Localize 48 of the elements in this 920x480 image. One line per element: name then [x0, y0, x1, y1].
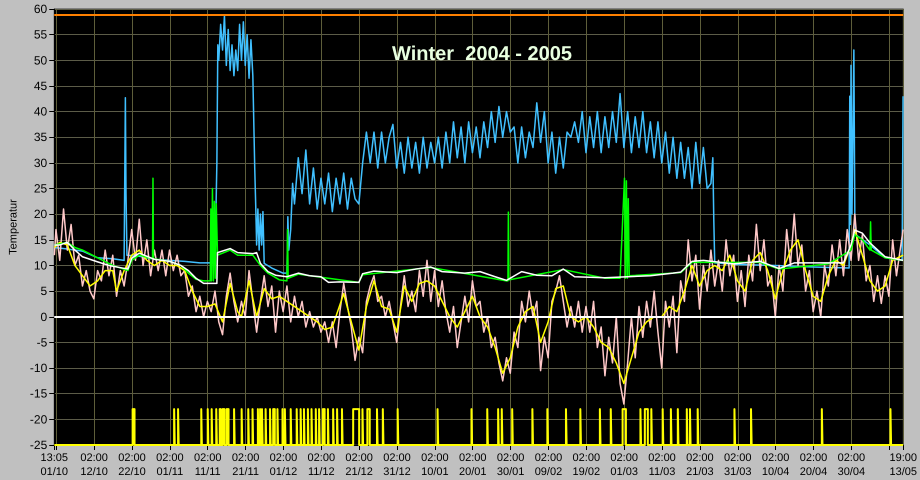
y-tick-label: 40 — [34, 104, 48, 119]
line-series — [54, 14, 904, 274]
x-tick-label: 02:00 30/01 — [496, 452, 524, 478]
x-tick-label: 02:00 20/04 — [800, 452, 828, 478]
y-tick-label: 30 — [34, 156, 48, 170]
x-tick-label: 02:00 10/01 — [421, 452, 449, 478]
y-tick-label: 10 — [34, 258, 48, 272]
text: Winter 2004 - 2005 — [392, 43, 572, 65]
x-tick-label: 02:00 21/12 — [345, 452, 373, 478]
x-tick-label: 02:00 20/01 — [458, 452, 487, 478]
y-axis-title: Temperatur — [8, 198, 20, 255]
y-tick-label: -20 — [30, 412, 48, 426]
x-tick-label: 02:00 30/04 — [838, 452, 866, 478]
x-tick-label: 02:00 11/12 — [308, 452, 336, 478]
x-tick-label: 02:00 09/02 — [534, 452, 562, 478]
x-tick-label: 02:00 10/04 — [762, 452, 790, 478]
y-tick-label: 25 — [34, 182, 48, 196]
y-tick-label: 60 — [34, 2, 48, 16]
y-tick-label: -10 — [30, 361, 48, 376]
x-tick-label: 02:00 01/11 — [156, 452, 184, 478]
line-series — [54, 178, 904, 284]
line-series — [54, 229, 904, 284]
line-series — [54, 208, 904, 405]
x-tick-label: 13:05 01/10 — [40, 452, 68, 478]
x-tick-label: 02:00 12/10 — [80, 452, 108, 478]
y-tick-label: -5 — [36, 335, 48, 350]
x-tick-label: 02:00 11/03 — [648, 452, 676, 478]
y-tick-label: -25 — [30, 438, 48, 452]
x-tick-label: 02:00 19/02 — [572, 452, 600, 478]
x-tick-label: 19:00 13/05 — [889, 452, 917, 478]
x-tick-label: 02:00 22/10 — [118, 452, 146, 478]
y-tick-label: 50 — [34, 53, 48, 68]
line-series — [54, 228, 904, 384]
x-tick-label: 02:00 01/03 — [610, 452, 638, 478]
y-tick-label: 15 — [34, 232, 48, 247]
x-tick-label: 02:00 21/03 — [686, 452, 714, 478]
y-tick-label: 5 — [40, 284, 48, 298]
y-tick-label: 35 — [34, 130, 48, 144]
y-tick-label: 20 — [34, 207, 48, 222]
y-tick-label: 45 — [34, 78, 48, 93]
x-tick-label: 02:00 01/12 — [270, 452, 298, 478]
x-tick-label: 02:00 31/12 — [383, 452, 411, 478]
x-tick-label: 02:00 21/11 — [232, 452, 260, 478]
y-tick-label: 55 — [34, 28, 48, 42]
y-tick-label: 0 — [40, 310, 48, 324]
x-tick-label: 02:00 31/03 — [724, 452, 752, 478]
x-tick-label: 02:00 11/11 — [194, 452, 222, 478]
y-tick-label: -15 — [30, 386, 48, 401]
